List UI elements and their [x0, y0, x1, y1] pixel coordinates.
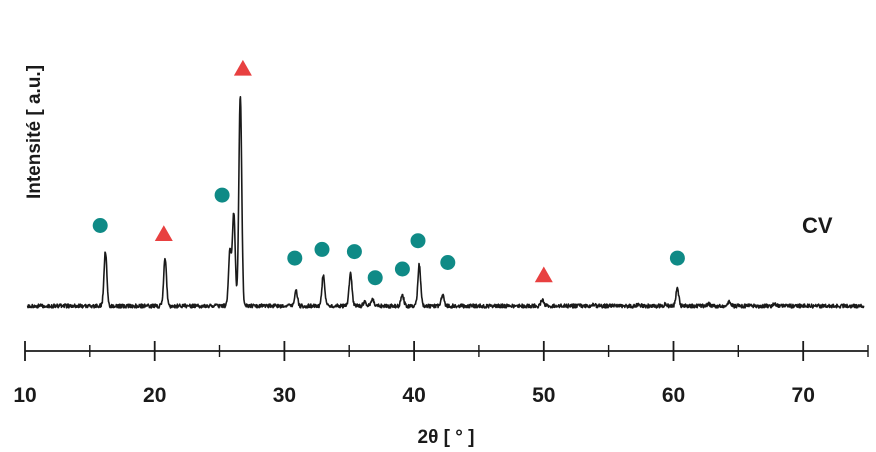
phase-triangle-marker: [154, 225, 173, 241]
phase-circle-marker: [410, 233, 426, 249]
phase-circle-marker: [669, 250, 685, 266]
x-tick-label: 10: [13, 384, 36, 407]
x-tick-label: 20: [143, 384, 166, 407]
phase-circle-marker: [367, 270, 383, 286]
y-axis-label: Intensité [ a.u.]: [24, 65, 45, 199]
x-tick-label: 40: [402, 384, 425, 407]
phase-markers: [92, 59, 685, 286]
phase-circle-marker: [314, 241, 330, 257]
phase-triangle-marker: [233, 59, 252, 76]
phase-circle-marker: [440, 255, 456, 270]
phase-circle-marker: [214, 187, 230, 203]
x-tick-label: 70: [792, 384, 815, 407]
x-tick-label: 60: [662, 384, 685, 407]
phase-circle-marker: [287, 250, 303, 266]
x-axis-label: 2θ [ ° ]: [418, 427, 475, 448]
phase-triangle-marker: [534, 266, 553, 283]
sample-label: CV: [802, 213, 833, 238]
phase-circle-marker: [346, 244, 362, 260]
phase-circle-marker: [394, 261, 410, 277]
x-tick-label: 30: [273, 384, 296, 407]
phase-circle-marker: [92, 218, 108, 233]
x-axis: 10 20 30 40 50 60 70: [13, 341, 869, 407]
diffraction-pattern-line: [26, 95, 865, 309]
x-tick-label: 50: [532, 384, 555, 407]
